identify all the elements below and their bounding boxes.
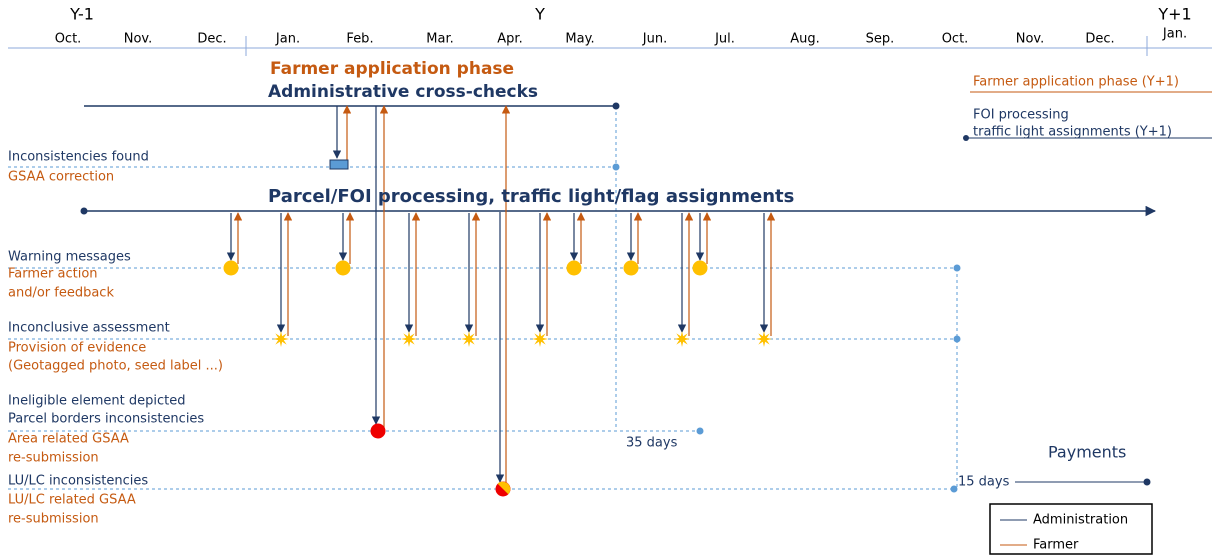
legend-label: Administration: [1033, 513, 1128, 528]
farmer-label: re-submission: [8, 451, 99, 466]
admin-label: Warning messages: [8, 250, 131, 265]
month: Mar.: [426, 32, 453, 47]
evidence-star: [532, 331, 548, 347]
month: Oct.: [55, 32, 82, 47]
month: Aug.: [790, 32, 820, 47]
dot-end: [612, 163, 620, 171]
month: May.: [565, 32, 594, 47]
legend-box: [989, 503, 1153, 555]
resubmission-dot: [370, 423, 386, 439]
dot-end: [1143, 478, 1151, 486]
legend-label: Farmer: [1033, 538, 1079, 553]
year: Y: [534, 5, 545, 24]
warning-dot: [623, 260, 639, 276]
admin-label: LU/LC inconsistencies: [8, 474, 148, 489]
resubmission-half: [497, 481, 511, 495]
month: Sep.: [866, 32, 895, 47]
year: Y-1: [69, 5, 94, 24]
evidence-star: [401, 331, 417, 347]
year: Y+1: [1157, 5, 1191, 24]
farmer-label: re-submission: [8, 512, 99, 527]
warning-dot: [566, 260, 582, 276]
month: Apr.: [497, 32, 522, 47]
correction-box: [329, 159, 349, 170]
farmer-label: Area related GSAA: [8, 432, 129, 447]
dot-end: [80, 207, 88, 215]
month: Jul.: [714, 32, 735, 47]
month: Jan.: [1162, 27, 1187, 42]
admin-label: Inconsistencies found: [8, 150, 149, 165]
dot-end: [950, 485, 958, 493]
phase-title: Farmer application phase: [270, 59, 514, 79]
month: Nov.: [124, 32, 153, 47]
farmer-label: GSAA correction: [8, 170, 114, 185]
evidence-star: [273, 331, 289, 347]
farmer-label: LU/LC related GSAA: [8, 493, 136, 508]
phase-title: Parcel/FOI processing, traffic light/fla…: [268, 186, 794, 207]
month: Jun.: [642, 32, 667, 47]
texts: Y-1 Y Y+1 Farmer application phase Admin…: [8, 5, 1192, 553]
month: Dec.: [1085, 32, 1114, 47]
phase-title: Administrative cross-checks: [268, 82, 538, 102]
evidence-star: [674, 331, 690, 347]
farmer-label: Provision of evidence: [8, 341, 146, 356]
farmer-label: and/or feedback: [8, 286, 114, 301]
warning-dot: [692, 260, 708, 276]
dot-end: [612, 102, 620, 110]
month: Oct.: [942, 32, 969, 47]
admin-label: Inconclusive assessment: [8, 321, 170, 336]
layout: [8, 36, 1212, 555]
month: Nov.: [1016, 32, 1045, 47]
admin-label: Parcel borders inconsistencies: [8, 412, 204, 427]
farmer-label: (Geotagged photo, seed label ...): [8, 359, 223, 374]
next-year-label: FOI processing: [973, 108, 1069, 123]
admin-label: Ineligible element depicted: [8, 394, 186, 409]
dot-end: [953, 264, 961, 272]
month: Dec.: [197, 32, 226, 47]
warning-dot: [223, 260, 239, 276]
warning-dot: [335, 260, 351, 276]
next-year-label: Farmer application phase (Y+1): [973, 75, 1179, 90]
farmer-label: Farmer action: [8, 267, 98, 282]
duration: 35 days: [626, 436, 678, 451]
dot-end: [953, 335, 961, 343]
duration: 15 days: [958, 475, 1010, 490]
evidence-star: [461, 331, 477, 347]
payments-label: Payments: [1048, 443, 1126, 462]
month: Jan.: [275, 32, 300, 47]
evidence-star: [756, 331, 772, 347]
month: Feb.: [346, 32, 373, 47]
dot-end: [696, 427, 704, 435]
next-year-label: traffic light assignments (Y+1): [973, 125, 1172, 140]
dot-end: [963, 135, 969, 141]
